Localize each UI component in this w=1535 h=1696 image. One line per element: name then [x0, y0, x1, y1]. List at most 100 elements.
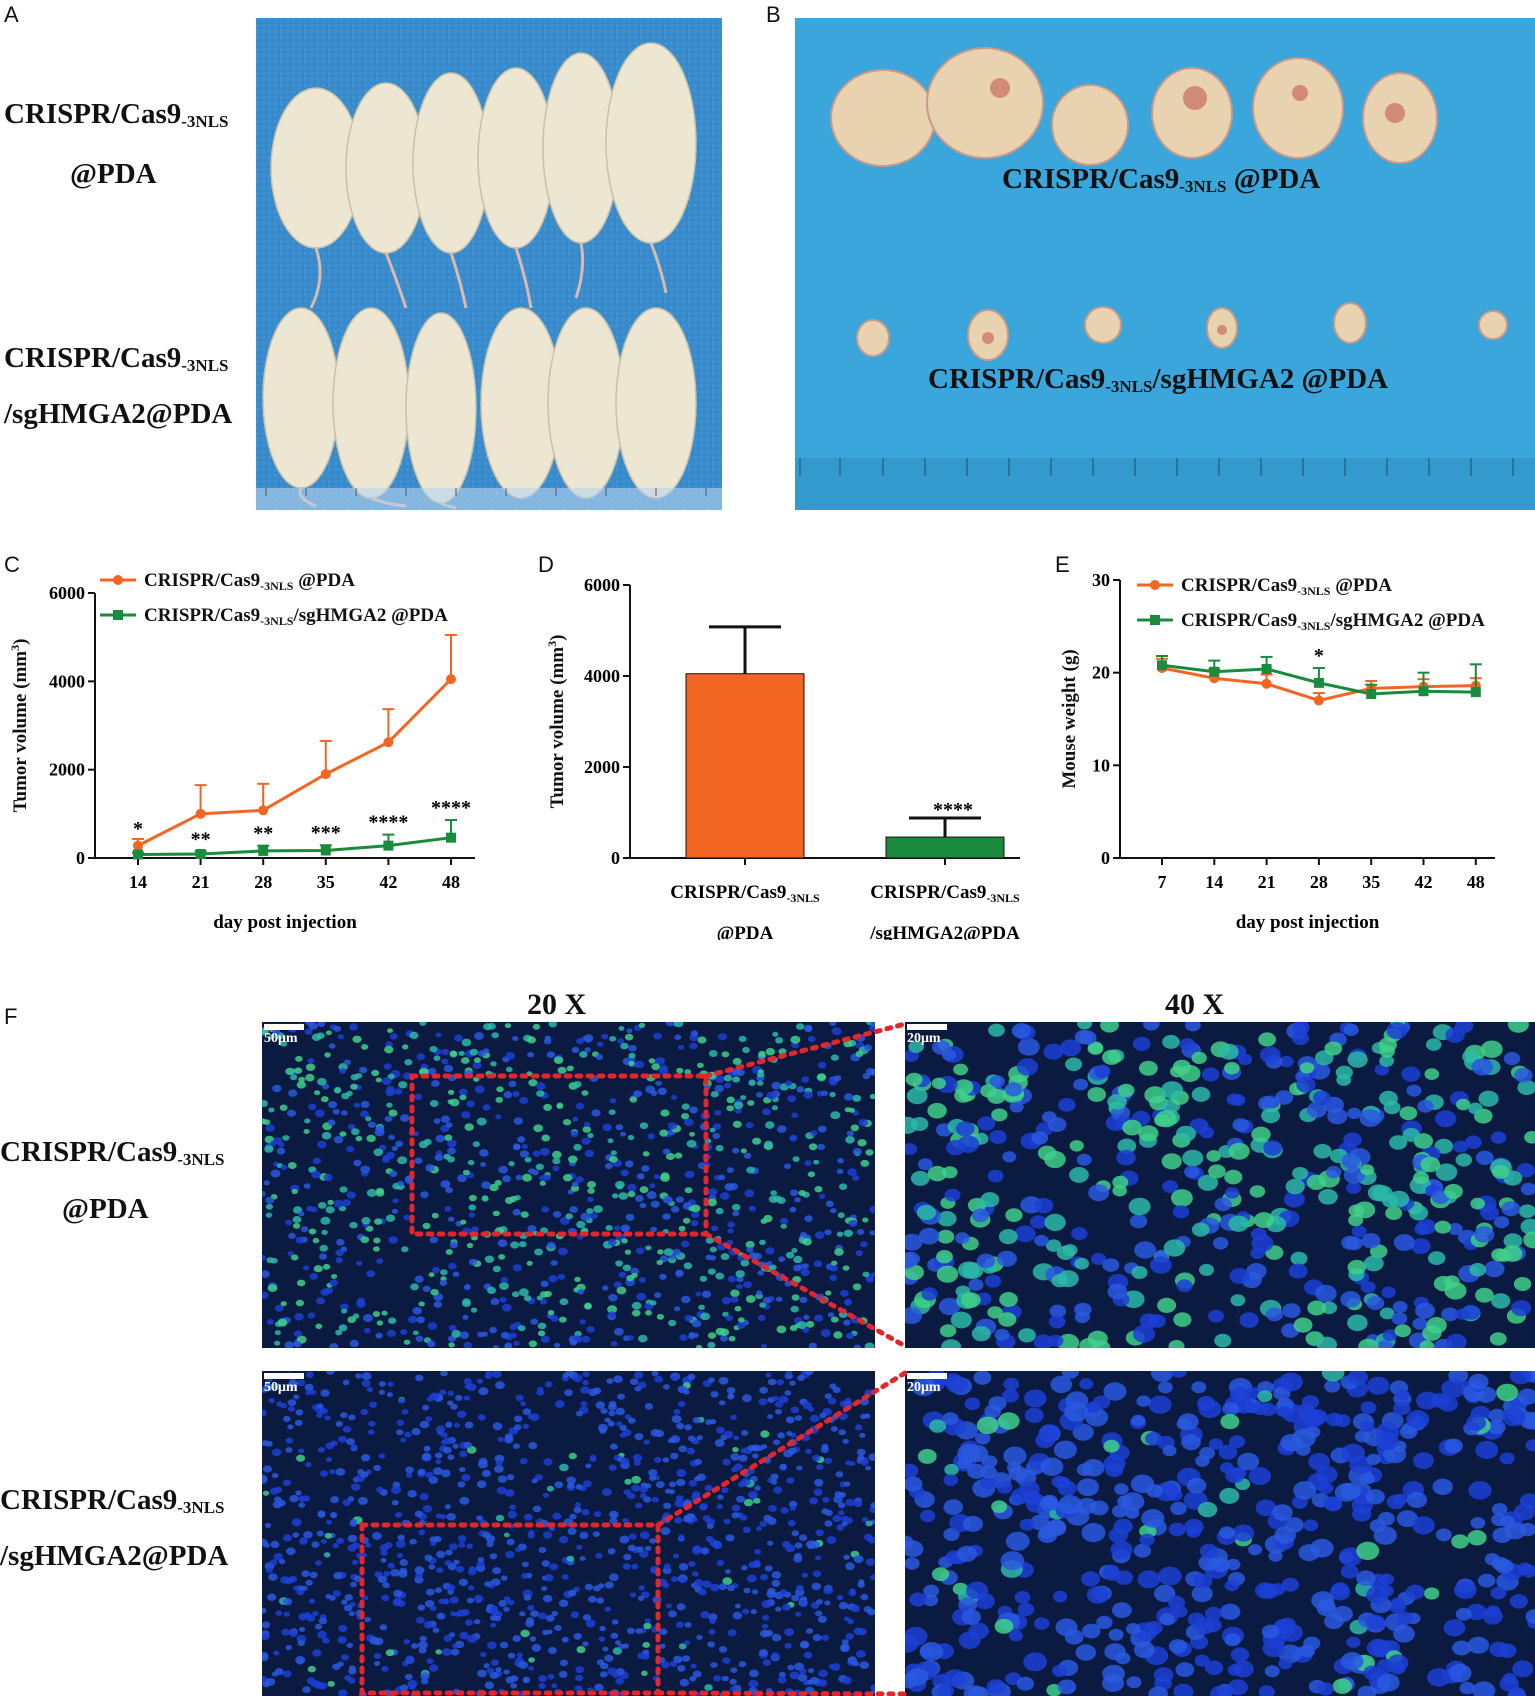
cell-nucleus [659, 1129, 669, 1137]
cell-nucleus [1379, 1090, 1398, 1106]
legend-label: CRISPR/Cas9-3NLS/sgHMGA2 @PDA [144, 605, 448, 628]
cell-nucleus [444, 1134, 453, 1141]
cell-nucleus [649, 1475, 657, 1481]
cell-nucleus [700, 1312, 710, 1321]
cell-nucleus [808, 1668, 815, 1673]
cell-nucleus [440, 1276, 447, 1282]
cell-nucleus [1393, 1234, 1415, 1251]
cell-nucleus [714, 1438, 725, 1447]
cell-nucleus [775, 1408, 782, 1415]
cell-nucleus [436, 1612, 446, 1620]
cell-nucleus [305, 1371, 314, 1378]
cell-nucleus [738, 1661, 747, 1668]
cell-nucleus [508, 1080, 517, 1087]
cell-nucleus [292, 1216, 302, 1223]
magnification-20x: 20 X [527, 988, 587, 1021]
cell-nucleus [623, 1553, 632, 1561]
cell-nucleus [264, 1522, 272, 1528]
cell-nucleus [585, 1463, 592, 1469]
cell-nucleus [602, 1285, 609, 1291]
cell-nucleus [607, 1138, 614, 1144]
cell-nucleus [867, 1608, 875, 1616]
cell-nucleus [760, 1218, 768, 1224]
cell-nucleus [663, 1563, 671, 1570]
cell-nucleus [1257, 1381, 1274, 1395]
cell-nucleus [278, 1558, 286, 1565]
cell-nucleus [683, 1499, 692, 1506]
cell-nucleus [575, 1483, 583, 1490]
panel-letter-c: C [4, 552, 20, 577]
cell-nucleus [676, 1067, 684, 1074]
cell-nucleus [1151, 1371, 1174, 1382]
cell-nucleus [832, 1514, 842, 1523]
cell-nucleus [656, 1313, 664, 1320]
cell-nucleus [471, 1226, 479, 1233]
cell-nucleus [319, 1244, 328, 1252]
cell-nucleus [853, 1555, 864, 1564]
cell-nucleus [600, 1662, 609, 1670]
cell-nucleus [1462, 1050, 1479, 1064]
cell-nucleus [280, 1576, 290, 1584]
cell-nucleus [499, 1641, 509, 1649]
cell-nucleus [586, 1208, 594, 1214]
cell-nucleus [528, 1079, 538, 1087]
cell-nucleus [678, 1643, 687, 1650]
cell-nucleus [788, 1438, 798, 1447]
cell-nucleus [457, 1481, 466, 1488]
cell-nucleus [323, 1173, 333, 1182]
cell-nucleus [338, 1624, 348, 1632]
cell-nucleus [791, 1112, 799, 1118]
cell-nucleus [1087, 1042, 1104, 1055]
cell-nucleus [614, 1327, 624, 1336]
cell-nucleus [1258, 1032, 1276, 1047]
cell-nucleus [267, 1593, 277, 1601]
cell-nucleus [905, 1634, 919, 1653]
cell-nucleus [642, 1641, 650, 1648]
cell-nucleus [727, 1221, 735, 1228]
cell-nucleus [439, 1389, 447, 1395]
cell-nucleus [481, 1331, 488, 1337]
cell-nucleus [350, 1083, 358, 1090]
cell-nucleus [553, 1056, 564, 1064]
cell-nucleus [443, 1635, 452, 1642]
cell-nucleus [280, 1402, 288, 1409]
cell-nucleus [737, 1255, 745, 1261]
cell-nucleus [483, 1663, 490, 1669]
cell-nucleus [575, 1666, 585, 1674]
cell-nucleus [1019, 1518, 1035, 1531]
cell-nucleus [1193, 1617, 1215, 1635]
cell-nucleus [752, 1137, 762, 1145]
cell-nucleus [1340, 1564, 1359, 1579]
cell-nucleus [337, 1661, 344, 1667]
cell-nucleus [1356, 1541, 1380, 1561]
cell-nucleus [414, 1157, 423, 1164]
cell-nucleus [1011, 1023, 1032, 1039]
cell-nucleus [1405, 1584, 1425, 1600]
cell-nucleus [789, 1189, 799, 1197]
cell-nucleus [677, 1401, 686, 1407]
cell-nucleus [1388, 1599, 1407, 1614]
cell-nucleus [843, 1093, 854, 1101]
cell-nucleus [351, 1128, 360, 1136]
cell-nucleus [1272, 1504, 1293, 1521]
cell-nucleus [506, 1538, 515, 1546]
cell-nucleus [812, 1454, 821, 1462]
cell-nucleus [1030, 1215, 1047, 1229]
cell-nucleus [737, 1481, 746, 1488]
cell-nucleus [425, 1588, 435, 1596]
cell-nucleus [296, 1081, 306, 1089]
cell-nucleus [762, 1659, 771, 1666]
cell-nucleus [581, 1090, 589, 1096]
cell-nucleus [690, 1220, 699, 1227]
cell-nucleus [676, 1621, 684, 1628]
cell-nucleus [495, 1667, 502, 1673]
cell-nucleus [789, 1380, 796, 1386]
cell-nucleus [690, 1030, 698, 1037]
cell-nucleus [1239, 1312, 1259, 1328]
cell-nucleus [1366, 1296, 1385, 1311]
cell-nucleus [318, 1202, 327, 1209]
cell-nucleus [865, 1149, 874, 1156]
cell-nucleus [618, 1192, 629, 1200]
cell-nucleus [835, 1471, 844, 1478]
cell-nucleus [829, 1383, 837, 1389]
